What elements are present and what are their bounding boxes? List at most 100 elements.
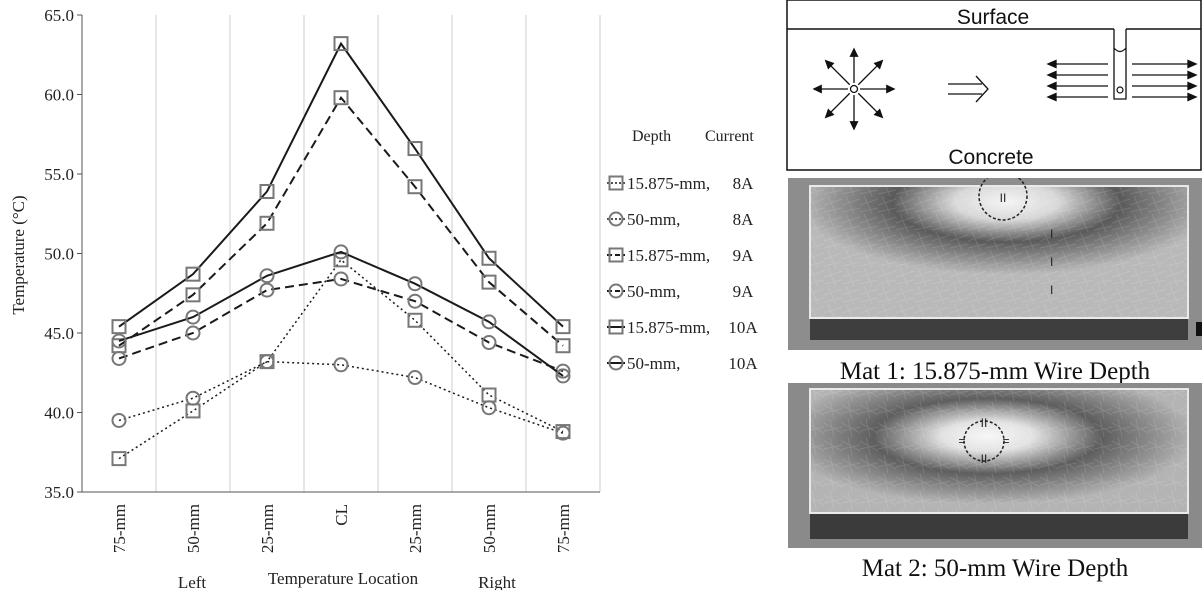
data-point bbox=[407, 179, 423, 195]
data-point bbox=[185, 403, 201, 419]
data-point bbox=[185, 266, 201, 282]
legend-header-depth: Depth bbox=[632, 128, 671, 145]
legend-item: 50-mm, 8A bbox=[607, 210, 754, 229]
linear-heat-flow bbox=[1046, 59, 1198, 102]
schematic-diagram: Surface Concrete bbox=[786, 0, 1202, 171]
x-tick-label: 75-mm bbox=[554, 504, 573, 553]
legend-marker bbox=[608, 247, 624, 263]
tick-layer: 35.0 40.0 45.0 50.0 55.0 60.0 65.0 75-mm 50-mm 25… bbox=[44, 6, 573, 553]
data-point bbox=[481, 387, 497, 403]
data-point bbox=[333, 36, 349, 52]
slot-with-wire bbox=[1113, 29, 1127, 100]
group-label-left: Left bbox=[178, 573, 207, 590]
legend-marker bbox=[608, 355, 624, 371]
caption-mat-2: Mat 2: 50-mm Wire Depth bbox=[861, 555, 1129, 582]
series-layer bbox=[111, 36, 571, 467]
group-label-right: Right bbox=[478, 573, 516, 590]
x-tick-label: 25-mm bbox=[406, 504, 425, 553]
x-axis-title: Temperature Location bbox=[268, 569, 419, 588]
data-point bbox=[333, 271, 349, 287]
y-axis-title: Temperature (°C) bbox=[9, 195, 28, 314]
data-point bbox=[555, 338, 571, 354]
legend-current: 9A bbox=[733, 282, 755, 301]
marker-label: II bbox=[981, 416, 988, 430]
data-point bbox=[333, 244, 349, 260]
series-3 bbox=[111, 90, 571, 354]
marker-label: I bbox=[1050, 255, 1053, 269]
legend-depth: 50-mm, bbox=[627, 210, 680, 229]
data-point bbox=[407, 312, 423, 328]
arrow-head bbox=[1046, 59, 1057, 69]
legend-depth: 50-mm, bbox=[627, 354, 680, 373]
concrete-label: Concrete bbox=[948, 146, 1033, 169]
marker-ring bbox=[978, 178, 1028, 221]
data-point bbox=[185, 287, 201, 303]
legend-item: 50-mm, 9A bbox=[607, 282, 754, 301]
marker-label: II bbox=[981, 452, 988, 466]
legend-item: 15.875-mm, 8A bbox=[607, 174, 754, 193]
legend-current: 8A bbox=[733, 210, 755, 229]
marker-ring bbox=[963, 420, 1005, 462]
data-point bbox=[481, 314, 497, 330]
caption-mat-1: Mat 1: 15.875-mm Wire Depth bbox=[839, 358, 1151, 385]
data-point bbox=[111, 412, 127, 428]
data-point bbox=[407, 293, 423, 309]
legend-marker bbox=[608, 175, 624, 191]
data-point bbox=[185, 390, 201, 406]
legend-header-current: Current bbox=[705, 128, 754, 145]
legend-item: 15.875-mm, 9A bbox=[607, 246, 754, 265]
data-point bbox=[481, 335, 497, 351]
arrow-head bbox=[1046, 92, 1057, 102]
marker-label: I bbox=[1050, 283, 1053, 297]
x-tick-label: CL bbox=[332, 504, 351, 526]
legend-item: 15.875-mm, 10A bbox=[607, 318, 758, 337]
series-6 bbox=[111, 244, 571, 384]
data-point bbox=[333, 252, 349, 268]
legend-depth: 15.875-mm, bbox=[627, 246, 710, 265]
x-tick-label: 50-mm bbox=[184, 504, 203, 553]
arrow-head bbox=[1187, 81, 1198, 91]
arrow-head bbox=[1046, 70, 1057, 80]
legend-depth: 15.875-mm, bbox=[627, 174, 710, 193]
arrow-head bbox=[886, 84, 896, 94]
data-point bbox=[555, 368, 571, 384]
data-point bbox=[333, 357, 349, 373]
legend-items: 15.875-mm, 8A 50-mm, 8A 15.875-mm, 9A 50-mm, 9A… bbox=[607, 174, 758, 373]
data-point bbox=[111, 333, 127, 349]
implies-arrow-icon bbox=[948, 75, 989, 103]
data-point bbox=[407, 141, 423, 157]
x-tick-label: 75-mm bbox=[110, 504, 129, 553]
series-line bbox=[118, 250, 564, 377]
y-tick-label: 40.0 bbox=[44, 404, 74, 423]
series-line bbox=[118, 95, 564, 347]
data-point bbox=[407, 370, 423, 386]
arrow-head bbox=[1187, 59, 1198, 69]
x-tick-label: 25-mm bbox=[258, 504, 277, 553]
marker-label: = bbox=[1002, 434, 1009, 448]
y-tick-label: 60.0 bbox=[44, 86, 74, 105]
legend-current: 10A bbox=[728, 318, 758, 337]
y-tick-label: 65.0 bbox=[44, 6, 74, 25]
surface-label: Surface bbox=[957, 6, 1029, 29]
arrow-head bbox=[849, 47, 859, 57]
data-point bbox=[111, 319, 127, 335]
data-point bbox=[259, 268, 275, 284]
data-point bbox=[407, 276, 423, 292]
data-point bbox=[185, 309, 201, 325]
legend-marker bbox=[608, 211, 624, 227]
legend-marker bbox=[608, 283, 624, 299]
data-point bbox=[259, 183, 275, 199]
series-line bbox=[118, 277, 564, 373]
arrow-head bbox=[1187, 70, 1198, 80]
data-point bbox=[259, 354, 275, 370]
data-point bbox=[259, 215, 275, 231]
arrow-head bbox=[1187, 92, 1198, 102]
legend-current: 8A bbox=[733, 174, 755, 193]
y-tick-label: 35.0 bbox=[44, 483, 74, 502]
series-line bbox=[118, 41, 564, 328]
data-point bbox=[259, 282, 275, 298]
arrow-head bbox=[873, 108, 884, 119]
arrow-head bbox=[824, 108, 835, 119]
